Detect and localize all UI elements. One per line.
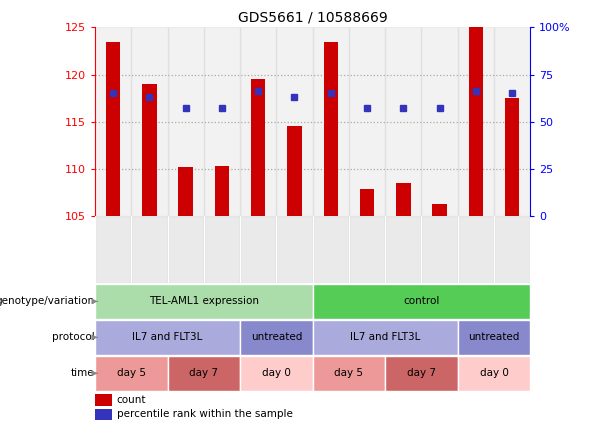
Bar	[494, 27, 530, 216]
Bar	[106, 41, 120, 216]
Bar	[422, 216, 458, 283]
Bar	[95, 284, 313, 319]
Bar	[251, 79, 265, 216]
Bar	[95, 27, 131, 216]
Text: control: control	[403, 297, 440, 306]
Bar	[349, 216, 385, 283]
Bar	[494, 216, 530, 283]
Text: day 5: day 5	[335, 368, 364, 378]
Text: untreated: untreated	[251, 332, 302, 342]
Bar	[131, 216, 167, 283]
Bar	[468, 27, 483, 216]
Text: day 0: day 0	[479, 368, 508, 378]
Bar	[240, 27, 276, 216]
Bar	[458, 27, 494, 216]
Bar	[396, 183, 411, 216]
Bar	[204, 27, 240, 216]
Bar	[432, 204, 447, 216]
Bar	[240, 356, 313, 390]
Bar	[458, 356, 530, 390]
Text: untreated: untreated	[468, 332, 520, 342]
Bar	[240, 216, 276, 283]
Bar	[287, 126, 302, 216]
Title: GDS5661 / 10588669: GDS5661 / 10588669	[238, 11, 387, 25]
Bar	[313, 27, 349, 216]
Bar	[240, 320, 313, 354]
Bar	[422, 27, 458, 216]
Bar	[349, 27, 385, 216]
Bar	[204, 216, 240, 283]
Bar	[385, 27, 422, 216]
Bar	[95, 356, 167, 390]
Text: day 7: day 7	[189, 368, 218, 378]
Bar	[178, 167, 193, 216]
Text: day 7: day 7	[407, 368, 436, 378]
Bar	[276, 27, 313, 216]
Bar	[142, 84, 157, 216]
Bar	[95, 394, 112, 406]
Bar	[324, 41, 338, 216]
Bar	[215, 166, 229, 216]
Bar	[313, 320, 458, 354]
Text: day 5: day 5	[117, 368, 146, 378]
Text: time: time	[71, 368, 94, 378]
Bar	[167, 356, 240, 390]
Text: protocol: protocol	[52, 332, 94, 342]
Bar	[313, 356, 385, 390]
Text: IL7 and FLT3L: IL7 and FLT3L	[350, 332, 421, 342]
Bar	[95, 216, 131, 283]
Bar	[131, 27, 167, 216]
Bar	[458, 216, 494, 283]
Bar	[95, 409, 112, 420]
Text: day 0: day 0	[262, 368, 291, 378]
Text: genotype/variation: genotype/variation	[0, 297, 94, 306]
Bar	[505, 98, 519, 216]
Text: percentile rank within the sample: percentile rank within the sample	[116, 409, 292, 420]
Text: TEL-AML1 expression: TEL-AML1 expression	[149, 297, 259, 306]
Bar	[95, 320, 240, 354]
Bar	[313, 216, 349, 283]
Bar	[385, 216, 421, 283]
Bar	[360, 190, 375, 216]
Bar	[458, 320, 530, 354]
Bar	[385, 356, 458, 390]
Bar	[276, 216, 313, 283]
Bar	[167, 216, 204, 283]
Bar	[167, 27, 204, 216]
Text: count: count	[116, 395, 147, 405]
Bar	[313, 284, 530, 319]
Text: IL7 and FLT3L: IL7 and FLT3L	[132, 332, 203, 342]
